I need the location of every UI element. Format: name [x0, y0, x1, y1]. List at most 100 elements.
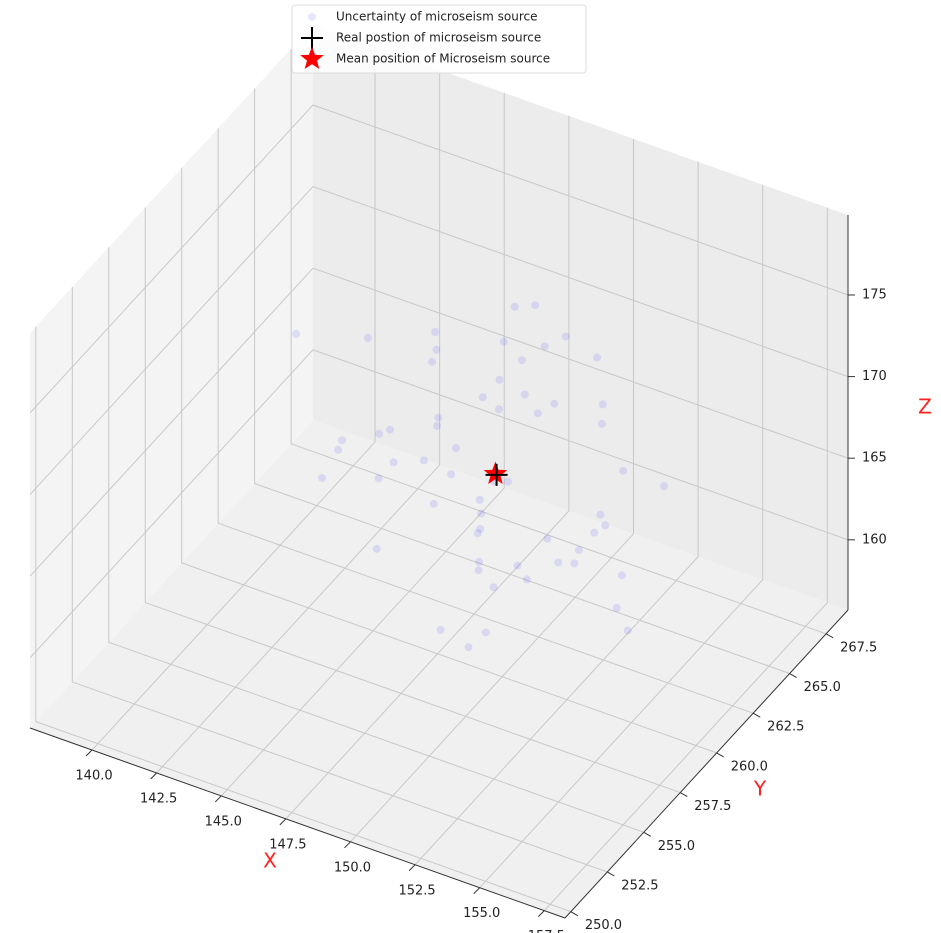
point — [543, 534, 552, 543]
legend-label: Mean position of Microseism source — [336, 52, 550, 66]
y-tick-label: 265.0 — [804, 680, 841, 695]
point — [494, 405, 503, 414]
x-tick — [150, 772, 157, 780]
grid-line — [285, 115, 570, 820]
y-tick-label: 262.5 — [767, 720, 804, 735]
point — [317, 474, 326, 483]
grid-line — [29, 186, 849, 495]
point — [590, 528, 599, 537]
point — [475, 495, 484, 504]
legend-label: Real postion of microseism source — [336, 31, 541, 45]
y-tick — [789, 673, 797, 678]
point — [451, 444, 460, 453]
point — [570, 559, 579, 568]
x-tick-label: 152.5 — [398, 883, 435, 898]
point — [574, 546, 583, 555]
point — [503, 477, 512, 486]
y-tick — [607, 871, 615, 877]
point — [550, 399, 559, 408]
z-tick-label: 160 — [862, 532, 887, 547]
point — [489, 583, 498, 592]
point — [540, 342, 549, 351]
point — [478, 393, 487, 402]
x-tick — [344, 841, 351, 849]
point — [660, 482, 669, 491]
point — [612, 603, 621, 612]
x-tick — [279, 818, 287, 826]
grid-line — [254, 88, 790, 674]
point — [436, 625, 445, 634]
y-tick-label: 257.5 — [694, 799, 731, 814]
y-tick-label: 252.5 — [621, 878, 658, 893]
point — [431, 327, 440, 336]
left-pane — [30, 25, 313, 728]
grid-line — [217, 128, 754, 714]
grid-line — [29, 349, 849, 659]
point — [531, 301, 540, 310]
grid-line — [220, 92, 505, 797]
point — [475, 557, 484, 566]
point — [533, 409, 542, 418]
y-tick — [570, 911, 579, 917]
point — [473, 529, 482, 538]
grid-line — [350, 138, 634, 843]
point — [520, 390, 529, 399]
legend-box — [291, 4, 587, 74]
point — [593, 353, 602, 362]
y-tick — [716, 752, 724, 758]
point — [419, 456, 428, 465]
point — [513, 561, 522, 570]
y-tick-label: 250.0 — [585, 918, 622, 933]
legend-label: Uncertainty of microseism source — [336, 10, 538, 24]
x-tick-label: 142.5 — [140, 791, 177, 806]
y-tick-label: 267.5 — [840, 640, 877, 655]
point — [561, 332, 570, 341]
z-tick-label: 170 — [862, 369, 887, 384]
x-tick — [473, 887, 481, 895]
x-tick — [408, 864, 416, 872]
grid-line — [543, 207, 828, 911]
legend-marker — [301, 27, 323, 49]
point — [337, 436, 346, 445]
point — [389, 458, 398, 467]
y-axis-line — [564, 609, 849, 919]
point — [432, 421, 441, 430]
panes: 140.0 142.5 145.0 147.5 150.0 152.5 155.0 157.5… — [29, 25, 887, 933]
grid-line — [29, 104, 849, 414]
point — [363, 333, 372, 342]
y-tick — [679, 792, 688, 798]
point — [477, 509, 486, 518]
z-axis-label: Z — [918, 395, 932, 419]
y-tick — [752, 712, 761, 718]
grid-line — [156, 69, 441, 774]
x-tick — [537, 910, 545, 918]
point — [554, 558, 563, 567]
x-axis-line — [29, 727, 566, 919]
point — [434, 413, 443, 422]
z-tick-label: 165 — [862, 451, 887, 466]
point — [522, 575, 531, 584]
point — [429, 499, 438, 508]
point — [432, 345, 441, 354]
point — [596, 510, 605, 519]
marks — [292, 301, 669, 652]
point — [510, 302, 519, 311]
grid-line — [479, 184, 764, 889]
point — [386, 425, 395, 434]
point — [499, 337, 508, 346]
point — [334, 445, 343, 454]
floor-pane — [30, 420, 848, 918]
grid-line — [71, 286, 608, 873]
point — [428, 357, 437, 366]
point — [447, 470, 456, 479]
point — [619, 466, 628, 475]
point — [372, 544, 381, 553]
point — [483, 461, 508, 485]
grid-line — [144, 207, 681, 794]
grid-line — [35, 326, 572, 913]
y-tick — [643, 831, 652, 837]
point — [601, 521, 610, 530]
x-tick-label: 155.0 — [463, 906, 500, 921]
x-tick-label: 147.5 — [269, 837, 306, 852]
legend: Uncertainty of microseism source Real pos… — [300, 10, 550, 70]
